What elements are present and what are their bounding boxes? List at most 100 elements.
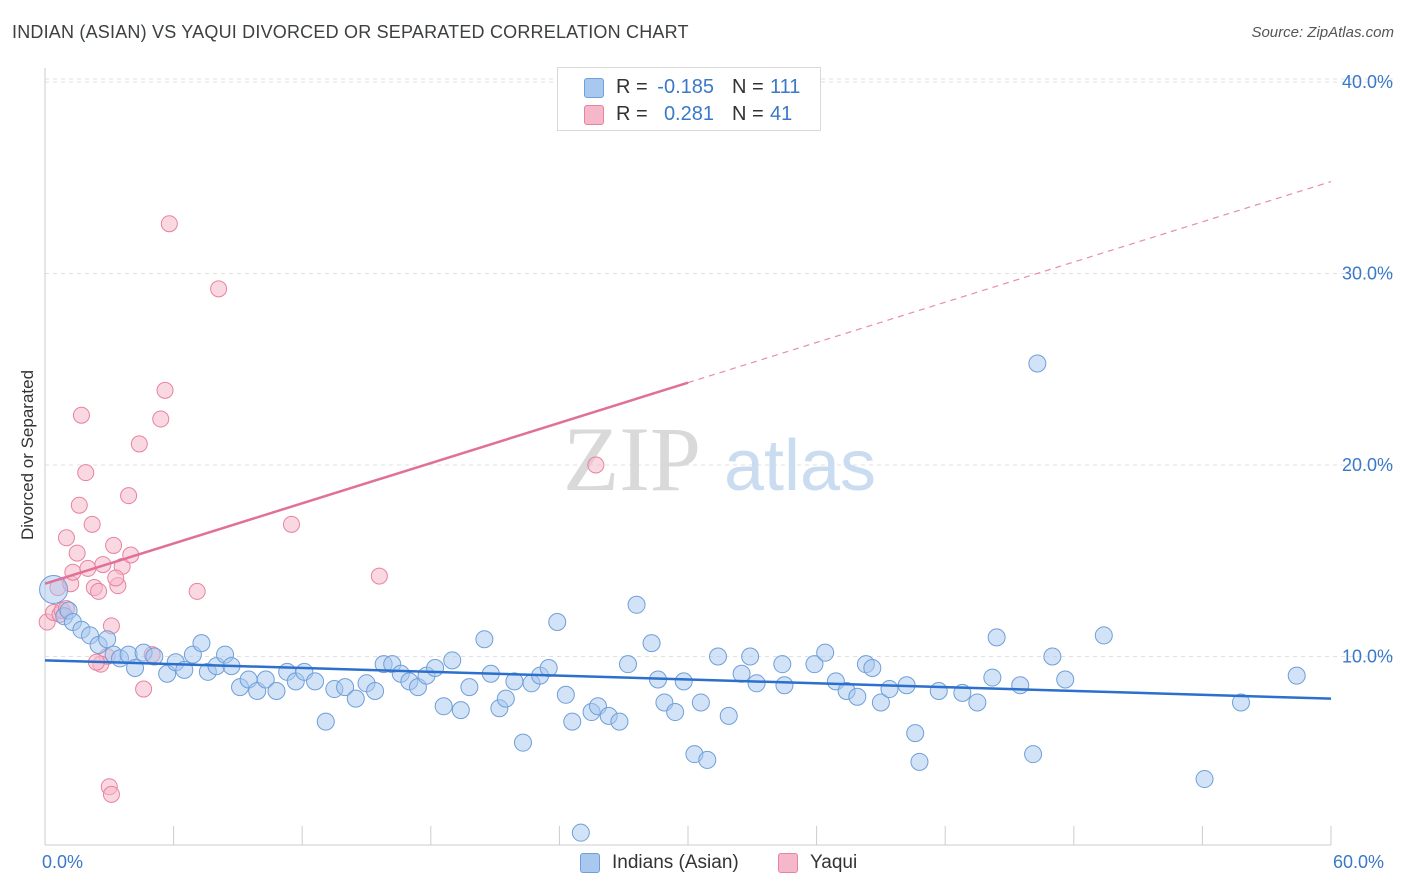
data-point-yaqui (282, 515, 300, 533)
data-point-indians (773, 655, 792, 674)
legend-swatch-blue (584, 78, 604, 98)
legend-n-label: N = (732, 103, 764, 125)
data-point-yaqui (135, 680, 153, 698)
data-point-indians (496, 689, 515, 708)
trend-line-yaqui (44, 381, 689, 585)
data-point-indians (719, 706, 738, 725)
data-point-indians (968, 693, 987, 712)
data-point-indians (98, 630, 117, 649)
legend-r-label: R = (616, 76, 648, 98)
data-point-indians (805, 655, 824, 674)
data-point-indians (548, 613, 567, 632)
data-point-indians (747, 674, 766, 693)
data-point-yaqui (105, 536, 123, 554)
data-point-indians (698, 750, 717, 769)
data-point-indians (571, 823, 590, 842)
data-point-indians (1287, 666, 1306, 685)
legend-r-value: -0.185 (657, 76, 714, 98)
grid-lines (45, 78, 1393, 657)
data-point-indians (1195, 770, 1214, 789)
data-point-indians (1024, 745, 1043, 764)
data-point-indians (910, 752, 929, 771)
data-point-indians (863, 658, 882, 677)
data-point-indians (741, 647, 760, 666)
axes (44, 68, 1332, 846)
data-point-indians (556, 685, 575, 704)
data-point-indians (987, 628, 1006, 647)
data-point-yaqui (70, 496, 88, 514)
legend-label-yaqui: Yaqui (810, 852, 858, 873)
y-tick-label: 40.0% (1342, 72, 1393, 92)
data-point-indians (610, 712, 629, 731)
watermark-atlas: atlas (724, 426, 876, 506)
x-tick-label-max: 60.0% (1333, 852, 1385, 872)
data-point-indians (642, 634, 661, 653)
legend-n-label: N = (732, 76, 764, 98)
y-tick-labels: 10.0% 20.0% 30.0% 40.0% (1342, 72, 1393, 667)
correlation-legend: R = -0.185 N = 111 R = 0.281 N = 41 (557, 67, 821, 131)
data-point-yaqui (130, 435, 148, 453)
data-point-indians (443, 651, 462, 670)
legend-r-label: R = (616, 103, 648, 125)
legend-swatch-pink (778, 853, 798, 873)
watermark-zip: ZIP (563, 408, 701, 510)
data-point-indians (618, 655, 637, 674)
data-point-indians (39, 574, 69, 604)
data-point-yaqui (152, 410, 170, 428)
data-point-indians (691, 693, 710, 712)
data-point-indians (451, 701, 470, 720)
data-point-indians (1028, 354, 1047, 373)
trend-lines (44, 181, 1332, 700)
data-point-yaqui (102, 785, 120, 803)
legend-row-yaqui: R = 0.281 N = 41 (558, 101, 820, 129)
data-point-yaqui (587, 456, 605, 474)
legend-n-value: 41 (770, 103, 793, 125)
data-point-yaqui (160, 215, 178, 233)
data-point-yaqui (120, 487, 138, 505)
chart-title: INDIAN (ASIAN) VS YAQUI DIVORCED OR SEPA… (12, 22, 689, 42)
legend-swatch-pink (584, 105, 604, 125)
data-point-indians (145, 647, 164, 666)
data-point-indians (306, 672, 325, 691)
data-point-yaqui (210, 280, 228, 298)
data-point-yaqui (156, 381, 174, 399)
trend-line-indians (44, 659, 1332, 700)
data-point-indians (336, 678, 355, 697)
legend-n-value: 111 (770, 76, 801, 98)
data-point-indians (848, 687, 867, 706)
y-tick-label: 10.0% (1342, 647, 1393, 667)
x-tick-label-min: 0.0% (42, 852, 84, 872)
trend-line-yaqui-extrapolated (687, 181, 1332, 384)
data-point-yaqui (72, 406, 90, 424)
data-point-indians (983, 668, 1002, 687)
data-point-yaqui (90, 582, 108, 600)
data-point-indians (513, 733, 532, 752)
data-point-indians (880, 680, 899, 699)
y-tick-label: 20.0% (1342, 455, 1393, 475)
data-point-yaqui (370, 567, 388, 585)
legend-swatch-blue (580, 853, 600, 873)
data-point-indians (460, 678, 479, 697)
data-point-yaqui (188, 582, 206, 600)
data-point-indians (666, 703, 685, 722)
source-label: Source: ZipAtlas.com (1251, 24, 1394, 41)
data-point-yaqui (68, 544, 86, 562)
data-point-indians (267, 681, 286, 700)
data-point-indians (1011, 676, 1030, 695)
data-point-indians (426, 658, 445, 677)
data-point-indians (1043, 647, 1062, 666)
legend-label-indians: Indians (Asian) (612, 852, 739, 873)
y-tick-label: 30.0% (1342, 264, 1393, 284)
data-point-yaqui (83, 515, 101, 533)
legend-r-value: 0.281 (663, 103, 714, 125)
data-point-indians (434, 697, 453, 716)
data-point-indians (775, 676, 794, 695)
data-point-indians (1056, 670, 1075, 689)
data-point-indians (346, 689, 365, 708)
data-point-indians (475, 630, 494, 649)
data-point-yaqui (107, 569, 125, 587)
data-point-indians (366, 681, 385, 700)
data-point-yaqui (57, 529, 75, 547)
data-point-indians (929, 681, 948, 700)
